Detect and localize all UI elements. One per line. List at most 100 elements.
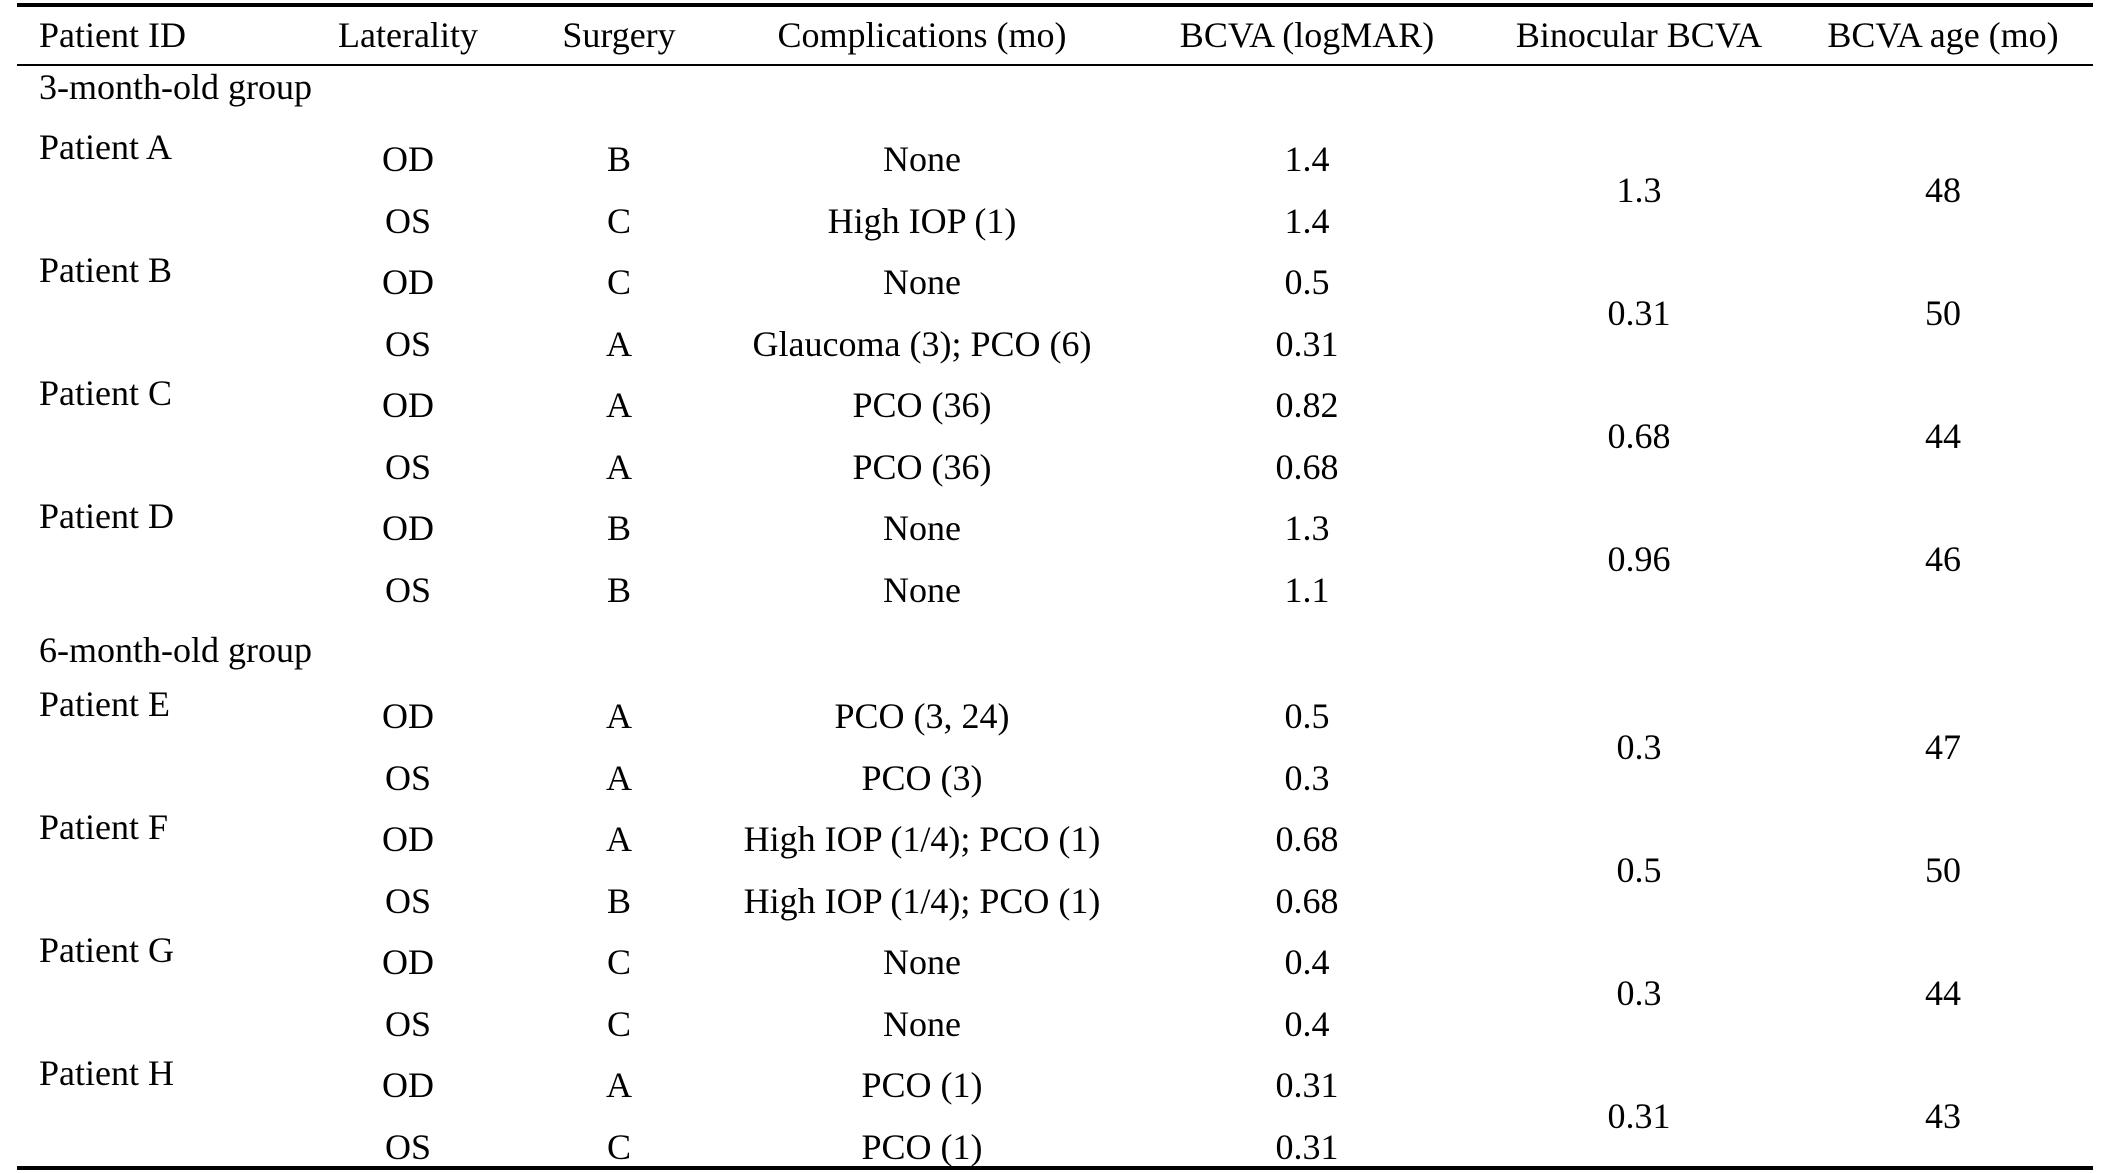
surgery-value: C [606,1003,632,1044]
surgery-value: A [606,819,632,859]
header-laterality: Laterality [338,15,478,55]
complications-value: None [883,569,961,610]
surgery-value: C [606,262,632,302]
bcva-value: 0.4 [1284,942,1330,982]
laterality-value: OD [382,819,434,859]
surgery-value: C [606,200,632,241]
complications-value: PCO (1) [861,1065,983,1105]
bcva-age-value: 50 [1925,292,1961,333]
patient-id: Patient B [39,250,172,290]
binocular-bcva-value: 0.96 [1607,538,1671,579]
bcva-value: 0.31 [1275,1126,1339,1167]
bcva-value: 0.5 [1284,262,1330,302]
laterality-value: OS [384,1003,432,1044]
surgery-value: A [606,757,632,798]
bcva-value: 1.3 [1284,508,1330,548]
complications-value: PCO (36) [852,446,992,487]
header-surgery: Surgery [562,15,676,55]
patient-id: Patient D [39,496,174,536]
binocular-bcva-value: 0.68 [1607,415,1671,456]
complications-value: PCO (3, 24) [834,696,1010,736]
bcva-value: 0.5 [1284,696,1330,736]
bcva-value: 1.4 [1284,200,1330,241]
laterality-value: OD [382,696,434,736]
binocular-bcva-value: 1.3 [1616,169,1662,210]
complications-value: PCO (36) [852,385,992,425]
bcva-age-value: 43 [1925,1095,1961,1136]
patient-id: Patient G [39,930,174,970]
bcva-value: 1.4 [1284,139,1330,179]
header-bcva: BCVA (logMAR) [1179,15,1435,55]
bcva-value: 0.4 [1284,1003,1330,1044]
complications-value: None [883,942,961,982]
bcva-age-value: 50 [1925,849,1961,890]
binocular-bcva-value: 0.31 [1607,292,1671,333]
patient-id: Patient E [39,684,170,724]
bcva-value: 0.68 [1275,819,1339,859]
complications-value: None [883,139,961,179]
patient-id: Patient A [39,127,172,167]
end-rule [17,1166,2093,1170]
bcva-value: 0.82 [1275,385,1339,425]
surgery-value: A [606,323,632,364]
header-bcva-age: BCVA age (mo) [1827,15,2059,55]
laterality-value: OD [382,1065,434,1105]
laterality-value: OS [384,569,432,610]
laterality-value: OS [384,757,432,798]
surgery-value: C [606,1126,632,1167]
binocular-bcva-value: 0.5 [1616,849,1662,890]
surgery-value: B [606,508,632,548]
surgery-value: A [606,1065,632,1105]
patient-id: Patient C [39,373,172,413]
bcva-age-value: 44 [1925,972,1961,1013]
header-complications: Complications (mo) [777,15,1067,55]
laterality-value: OD [382,139,434,179]
header-patient-id: Patient ID [39,15,186,55]
laterality-value: OD [382,942,434,982]
bcva-value: 0.31 [1275,323,1339,364]
bcva-value: 1.1 [1284,569,1330,610]
laterality-value: OS [384,446,432,487]
bcva-age-value: 48 [1925,169,1961,210]
surgery-value: A [606,385,632,425]
group-label: 3-month-old group [39,67,312,107]
laterality-value: OD [382,508,434,548]
header-rule [17,64,2093,66]
complications-value: None [883,262,961,302]
patient-id: Patient H [39,1053,174,1093]
complications-value: PCO (1) [861,1126,983,1167]
bcva-age-value: 46 [1925,538,1961,579]
patient-id: Patient F [39,807,169,847]
surgery-value: C [606,942,632,982]
surgery-value: B [606,569,632,610]
complications-value: None [883,1003,961,1044]
binocular-bcva-value: 0.3 [1616,726,1662,767]
laterality-value: OD [382,262,434,302]
bcva-value: 0.68 [1275,880,1339,921]
surgery-value: A [606,446,632,487]
surgery-value: B [606,139,632,179]
bcva-value: 0.31 [1275,1065,1339,1105]
laterality-value: OS [384,1126,432,1167]
complications-value: Glaucoma (3); PCO (6) [752,323,1092,364]
top-rule [17,3,2093,7]
bcva-value: 0.68 [1275,446,1339,487]
complications-value: High IOP (1) [827,200,1017,241]
binocular-bcva-value: 0.31 [1607,1095,1671,1136]
laterality-value: OS [384,880,432,921]
bcva-age-value: 47 [1925,726,1961,767]
complications-value: High IOP (1/4); PCO (1) [743,880,1101,921]
complications-value: PCO (3) [861,757,983,798]
complications-value: High IOP (1/4); PCO (1) [743,819,1101,859]
bcva-age-value: 44 [1925,415,1961,456]
complications-value: None [883,508,961,548]
surgery-value: A [606,696,632,736]
laterality-value: OS [384,323,432,364]
bcva-value: 0.3 [1284,757,1330,798]
laterality-value: OD [382,385,434,425]
binocular-bcva-value: 0.3 [1616,972,1662,1013]
header-binocular-bcva: Binocular BCVA [1515,15,1763,55]
surgery-value: B [606,880,632,921]
group-label: 6-month-old group [39,630,312,670]
